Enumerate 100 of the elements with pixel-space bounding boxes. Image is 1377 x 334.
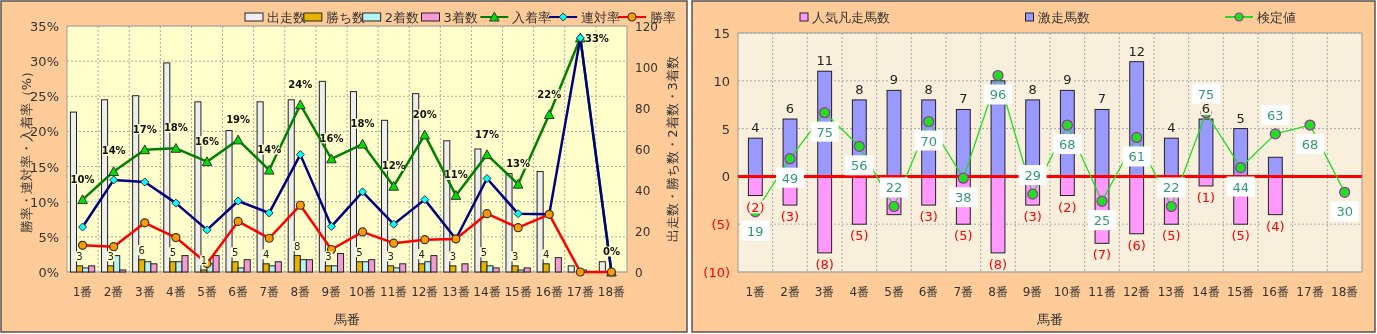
data-label: 68 <box>1059 137 1076 153</box>
x-tick-label: 5番 <box>884 285 904 299</box>
x-tick-label: 8番 <box>290 285 311 299</box>
y-tick-label: 35% <box>30 19 59 34</box>
data-label: 7 <box>1097 91 1107 107</box>
y-tick-label: 30% <box>30 54 59 70</box>
data-label: 10% <box>70 173 95 185</box>
data-label: 96 <box>989 87 1007 103</box>
legend-label: 人気凡走馬数 <box>812 10 890 25</box>
data-label: 9 <box>889 72 899 88</box>
data-label: 75 <box>816 124 833 140</box>
data-label: 22 <box>1163 180 1180 196</box>
data-label: 11% <box>443 169 468 181</box>
data-label: 6 <box>138 244 145 256</box>
y-tick-label: 0 <box>721 169 730 185</box>
data-label: (4) <box>1266 218 1285 234</box>
x-tick-label: 13番 <box>1157 285 1185 299</box>
data-label: (5) <box>954 228 973 244</box>
x-tick-label: 1番 <box>72 285 93 299</box>
x-tick-label: 14番 <box>473 285 501 299</box>
data-label: 22 <box>885 180 903 196</box>
x-tick-label: 17番 <box>1296 285 1324 299</box>
data-label: 9 <box>1063 72 1072 88</box>
data-label: (3) <box>780 209 800 225</box>
legend-label: 入着率 <box>512 10 552 25</box>
data-label: 61 <box>1128 149 1145 165</box>
data-label: 1 <box>200 254 208 266</box>
data-label: 7 <box>959 91 968 107</box>
y-tick-label: 5% <box>38 229 59 245</box>
y2-tick-label: 60 <box>635 143 651 157</box>
data-label: 16% <box>319 132 344 144</box>
data-label: 19% <box>226 113 251 125</box>
data-label: 68 <box>1301 137 1319 153</box>
data-label: (2) <box>1058 199 1077 215</box>
data-label: 5 <box>231 246 239 258</box>
x-tick-label: 16番 <box>535 285 563 299</box>
x-tick-label: 10番 <box>1053 285 1081 299</box>
x-axis-title: 馬番 <box>1036 312 1063 327</box>
x-tick-label: 4番 <box>849 285 870 299</box>
data-label: 11 <box>816 53 833 69</box>
data-label: (3) <box>919 209 938 225</box>
x-tick-label: 4番 <box>166 285 186 299</box>
data-label: 18% <box>350 118 375 130</box>
data-label: 3 <box>325 250 332 262</box>
data-label: 18% <box>163 122 188 134</box>
data-label: 70 <box>920 133 937 149</box>
data-label: (8) <box>815 256 834 272</box>
data-label: 13% <box>506 158 531 170</box>
y-tick-label: 10 <box>713 73 730 89</box>
data-label: 6 <box>785 101 795 117</box>
data-label: (8) <box>988 256 1008 272</box>
data-label: (5) <box>1162 228 1181 244</box>
data-label: 49 <box>781 170 799 186</box>
x-tick-label: 16番 <box>1261 285 1289 299</box>
x-axis-title: 馬番 <box>333 312 360 327</box>
x-tick-label: 9番 <box>321 285 342 299</box>
legend-label: 2着数 <box>384 10 419 25</box>
data-label: 3 <box>449 250 457 262</box>
legend-label: 3着数 <box>443 10 478 25</box>
x-tick-label: 3番 <box>134 285 155 299</box>
y2-tick-label: 40 <box>635 184 651 198</box>
y-tick-label: 15 <box>713 26 730 41</box>
y2-tick-label: 100 <box>635 61 658 75</box>
data-label: 3 <box>107 250 114 262</box>
data-label: 75 <box>1197 86 1215 102</box>
data-label: 0% <box>602 246 620 257</box>
legend-label: 勝ち数 <box>325 10 365 25</box>
data-label: 4 <box>263 248 270 260</box>
y2-tick-label: 20 <box>635 225 651 239</box>
x-tick-label: 11番 <box>380 285 408 299</box>
x-tick-label: 7番 <box>259 285 280 299</box>
data-label: (1) <box>1196 189 1216 205</box>
data-label: 29 <box>1024 168 1041 184</box>
legend-label: 激走馬数 <box>1037 10 1090 25</box>
data-label: 14% <box>257 144 282 156</box>
x-tick-label: 3番 <box>814 285 835 299</box>
data-label: 56 <box>851 158 868 174</box>
x-tick-label: 13番 <box>442 285 470 299</box>
data-label: 16% <box>195 135 219 147</box>
data-label: 4 <box>543 248 550 260</box>
x-tick-label: 1番 <box>745 285 766 299</box>
data-label: 38 <box>955 190 972 206</box>
data-label: 8 <box>294 240 301 252</box>
data-label: 8 <box>855 81 864 97</box>
data-label: 5 <box>356 246 363 258</box>
data-label: (3) <box>1023 209 1042 225</box>
x-tick-label: 2番 <box>780 285 800 299</box>
x-tick-label: 9番 <box>1022 285 1043 299</box>
data-label: 5 <box>169 246 177 258</box>
x-tick-label: 18番 <box>1331 285 1359 299</box>
x-tick-label: 8番 <box>988 285 1008 299</box>
y2-tick-label: 80 <box>635 102 651 116</box>
y-tick-label: 0% <box>38 265 59 280</box>
data-label: 12 <box>1128 43 1145 59</box>
data-label: 30 <box>1336 204 1353 220</box>
data-label: (2) <box>746 199 765 215</box>
data-label: 5 <box>480 246 488 258</box>
y2-axis-title: 出走数・勝ち数・2着数・3着数 <box>665 56 680 242</box>
data-label: 4 <box>418 248 425 260</box>
y-tick-label: (5) <box>711 217 730 233</box>
